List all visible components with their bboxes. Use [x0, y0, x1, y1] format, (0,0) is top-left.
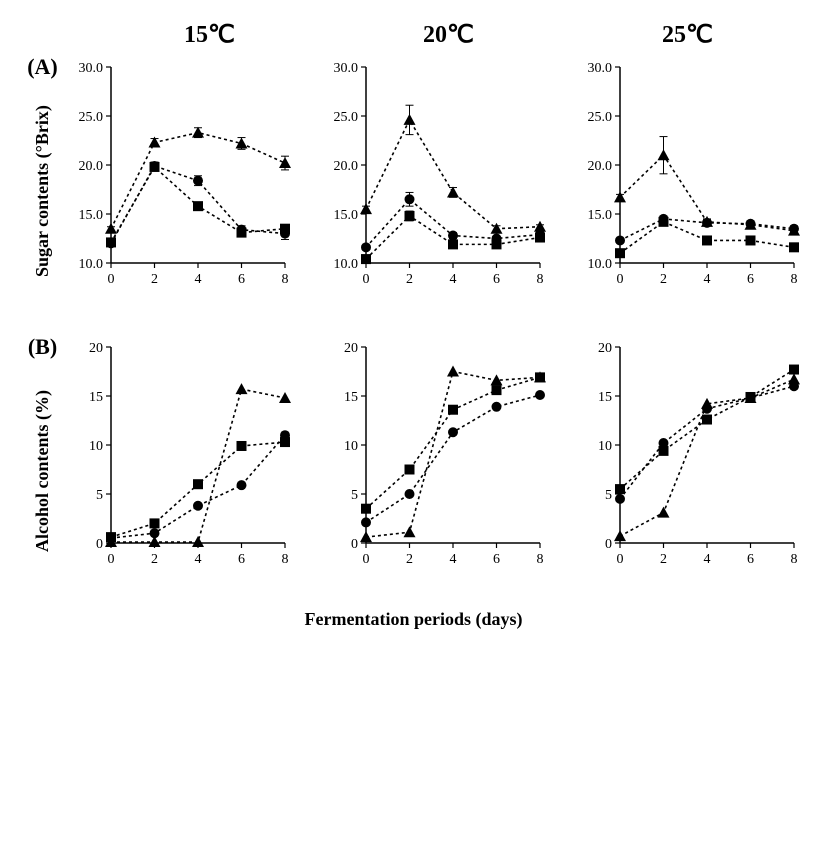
chart-a-20: 10.0 15.0 20.0 25.0 30.0 0 2 4 6 8	[320, 49, 552, 299]
row-b-labels: (B) Alcohol contents (%)	[20, 329, 65, 579]
figure-grid: 15℃ 20℃ 25℃ (A) Sugar contents (°Brix) 1…	[20, 20, 807, 630]
svg-text:0: 0	[108, 272, 115, 287]
svg-text:2: 2	[660, 552, 667, 567]
svg-text:30.0: 30.0	[79, 61, 104, 76]
panel-letter-a: (A)	[27, 54, 58, 80]
svg-text:2: 2	[151, 552, 158, 567]
svg-text:4: 4	[195, 552, 202, 567]
svg-text:0: 0	[362, 272, 369, 287]
svg-text:0: 0	[108, 552, 115, 567]
svg-text:20: 20	[344, 341, 358, 356]
svg-text:0: 0	[351, 537, 358, 552]
svg-text:6: 6	[238, 272, 245, 287]
svg-text:6: 6	[238, 552, 245, 567]
svg-text:4: 4	[449, 552, 456, 567]
col-header-15c: 15℃	[90, 20, 329, 49]
svg-text:0: 0	[605, 537, 612, 552]
svg-text:8: 8	[791, 272, 798, 287]
svg-text:6: 6	[747, 272, 754, 287]
panel-b-25: 0 5 10 15 20 0 2 4 6 8	[574, 329, 807, 579]
row-a: (A) Sugar contents (°Brix) 10.0 15.0 20.0 2…	[20, 49, 807, 299]
svg-text:4: 4	[449, 272, 456, 287]
svg-text:15: 15	[89, 390, 103, 405]
column-headers: 15℃ 20℃ 25℃	[90, 20, 807, 49]
svg-text:30.0: 30.0	[588, 61, 613, 76]
col-header-20c: 20℃	[329, 20, 568, 49]
svg-text:15.0: 15.0	[333, 208, 358, 223]
svg-text:6: 6	[493, 552, 500, 567]
svg-text:10.0: 10.0	[79, 257, 104, 272]
svg-text:25.0: 25.0	[588, 110, 613, 125]
svg-text:5: 5	[96, 488, 103, 503]
svg-text:6: 6	[493, 272, 500, 287]
svg-text:8: 8	[282, 272, 289, 287]
svg-text:2: 2	[151, 272, 158, 287]
svg-text:2: 2	[406, 552, 413, 567]
svg-text:15: 15	[598, 390, 612, 405]
svg-text:10: 10	[344, 439, 358, 454]
svg-text:15.0: 15.0	[79, 208, 104, 223]
svg-text:25.0: 25.0	[333, 110, 358, 125]
svg-text:20.0: 20.0	[79, 159, 104, 174]
svg-text:5: 5	[605, 488, 612, 503]
row-b: (B) Alcohol contents (%) 0510152002468 0…	[20, 329, 807, 579]
svg-text:10.0: 10.0	[333, 257, 358, 272]
svg-text:15.0: 15.0	[588, 208, 613, 223]
panel-a-20: 10.0 15.0 20.0 25.0 30.0 0 2 4 6 8	[320, 49, 553, 299]
svg-text:10: 10	[89, 439, 103, 454]
row-a-labels: (A) Sugar contents (°Brix)	[20, 49, 65, 299]
svg-text:15: 15	[344, 390, 358, 405]
svg-text:8: 8	[536, 272, 543, 287]
svg-text:30.0: 30.0	[333, 61, 358, 76]
svg-text:20: 20	[89, 341, 103, 356]
svg-text:20.0: 20.0	[333, 159, 358, 174]
row-b-panels: 0 5 10 15 20 0 2 4 6 8 0 5 10 15 20 0 2 4 6 8 0 5 10 15 20 0 2 4 6…	[65, 329, 807, 579]
svg-text:20: 20	[598, 341, 612, 356]
svg-text:0: 0	[617, 272, 624, 287]
panel-b-20: 0 5 10 15 20 0 2 4 6 8	[320, 329, 553, 579]
chart-b-15: 0 5 10 15 20 0 2 4 6 8	[65, 329, 297, 579]
panel-a-15: 10.0 15.0 20.0 25.0 30.0 0 2 4 6 8	[65, 49, 298, 299]
svg-text:8: 8	[282, 552, 289, 567]
svg-text:4: 4	[195, 272, 202, 287]
svg-text:4: 4	[704, 552, 711, 567]
svg-text:6: 6	[747, 552, 754, 567]
chart-a-15: 10.0 15.0 20.0 25.0 30.0 0 2 4 6 8	[65, 49, 297, 299]
row-a-panels: 10.0 15.0 20.0 25.0 30.0 0 2 4 6 8 10.0 15.0 20.0 25…	[65, 49, 807, 299]
svg-text:2: 2	[660, 272, 667, 287]
svg-text:0: 0	[362, 552, 369, 567]
panel-letter-b: (B)	[28, 334, 57, 360]
panel-b-15: 0 5 10 15 20 0 2 4 6 8	[65, 329, 298, 579]
chart-b-25: 0 5 10 15 20 0 2 4 6 8	[574, 329, 806, 579]
svg-text:4: 4	[704, 272, 711, 287]
svg-text:8: 8	[536, 552, 543, 567]
svg-text:2: 2	[406, 272, 413, 287]
svg-text:20.0: 20.0	[588, 159, 613, 174]
xlabel: Fermentation periods (days)	[20, 609, 807, 630]
svg-text:5: 5	[351, 488, 358, 503]
svg-text:0: 0	[617, 552, 624, 567]
ylabel-b: Alcohol contents (%)	[32, 364, 53, 579]
svg-text:8: 8	[791, 552, 798, 567]
svg-text:10: 10	[598, 439, 612, 454]
col-header-25c: 25℃	[568, 20, 807, 49]
ylabel-a: Sugar contents (°Brix)	[32, 84, 53, 299]
chart-b-20: 0 5 10 15 20 0 2 4 6 8	[320, 329, 552, 579]
svg-text:25.0: 25.0	[79, 110, 104, 125]
chart-a-25: 10.0 15.0 20.0 25.0 30.0 0 2 4 6 8	[574, 49, 806, 299]
svg-text:10.0: 10.0	[588, 257, 613, 272]
svg-text:0: 0	[96, 537, 103, 552]
panel-a-25: 10.0 15.0 20.0 25.0 30.0 0 2 4 6 8	[574, 49, 807, 299]
